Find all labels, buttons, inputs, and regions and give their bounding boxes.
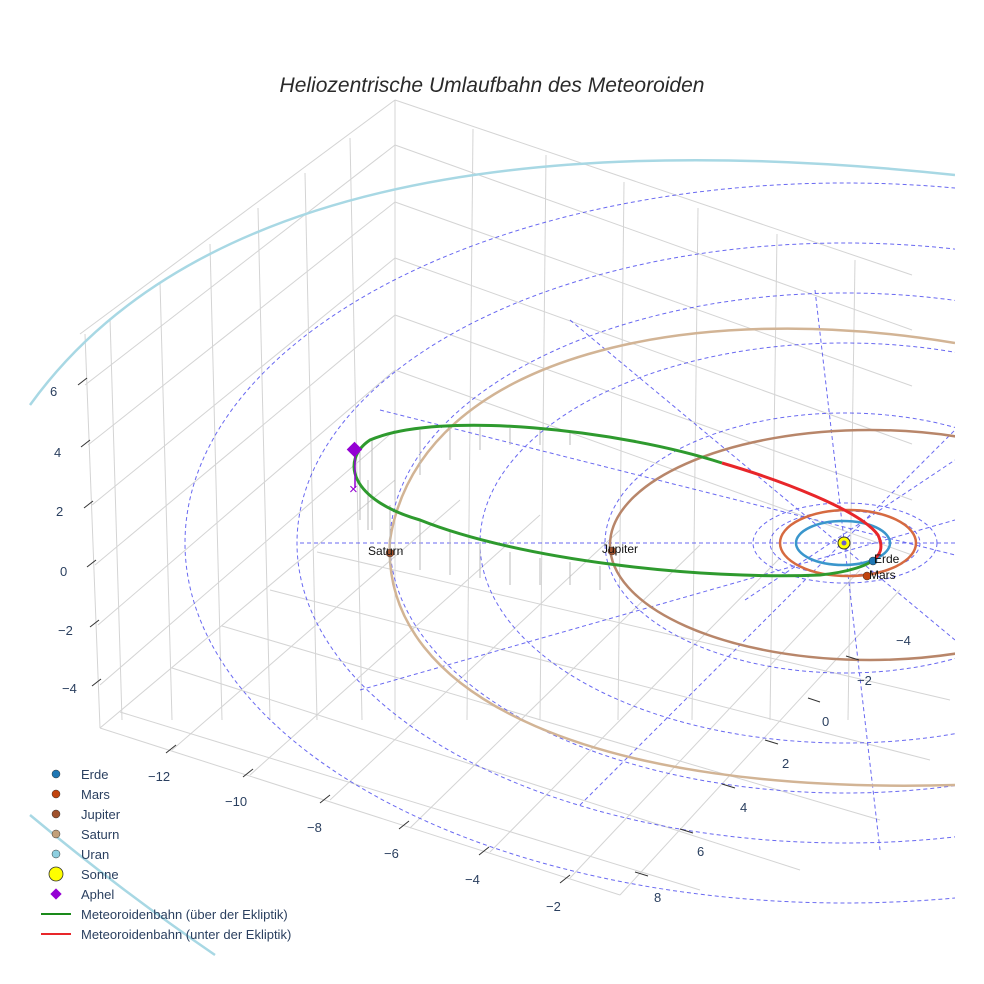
circle-icon [36,824,78,844]
meteoroid-orbit-below [721,461,883,562]
circle-icon [36,764,78,784]
x-axis: −12 −10 −8 −6 −4 −2 [148,744,571,914]
y-tick: −4 [896,633,911,648]
left-wall-grid [79,99,396,729]
earth-orbit [794,519,892,567]
earth-marker[interactable] [868,556,878,566]
legend-item-uran[interactable]: Uran [36,844,291,864]
y-axis: −4 −2 0 2 4 6 8 [634,633,911,905]
y-tick: 4 [740,800,747,815]
mars-orbit [778,508,918,578]
z-tick: 0 [60,564,67,579]
y-tick: 8 [654,890,661,905]
x-tick: −8 [307,820,322,835]
y-tick: 6 [697,844,704,859]
sun-icon [36,864,78,884]
line-icon [36,924,78,944]
line-icon [36,904,78,924]
aphel-projection-marker: × [349,481,358,498]
legend-item-jupiter[interactable]: Jupiter [36,804,291,824]
back-wall-grid [394,99,913,721]
z-tick: 6 [50,384,57,399]
x-tick: −6 [384,846,399,861]
x-tick: −10 [225,794,247,809]
sun-core-icon [841,540,847,546]
z-axis: 6 4 2 0 −2 −4 [50,377,102,696]
circle-icon [36,844,78,864]
planet-label-saturn: Saturn [368,544,403,558]
floor-grid [99,479,951,896]
jupiter-marker[interactable] [607,546,617,556]
planet-label-mars: Mars [869,568,896,582]
x-tick: −4 [465,872,480,887]
z-tick: 4 [54,445,61,460]
legend-item-orbit-below[interactable]: Meteoroidenbahn (unter der Ekliptik) [36,924,291,944]
legend-item-erde[interactable]: Erde [36,764,291,784]
legend: Erde Mars Jupiter Saturn Uran Sonne Aphe… [36,764,291,944]
jupiter-orbit [608,428,955,662]
ecliptic-grid [184,182,955,904]
legend-item-aphel[interactable]: Aphel [36,884,291,904]
z-tick: −4 [62,681,77,696]
drop-lines [359,427,601,590]
planet-label-erde: Erde [874,552,900,566]
mars-marker[interactable] [862,571,872,581]
z-tick: 2 [56,504,63,519]
legend-item-sonne[interactable]: Sonne [36,864,291,884]
z-tick: −2 [58,623,73,638]
diamond-icon [36,884,78,904]
legend-item-mars[interactable]: Mars [36,784,291,804]
legend-item-orbit-above[interactable]: Meteoroidenbahn (über der Ekliptik) [36,904,291,924]
x-tick: −2 [546,899,561,914]
saturn-orbit [388,327,955,787]
legend-item-saturn[interactable]: Saturn [36,824,291,844]
planet-label-jupiter: Jupiter [602,542,638,556]
y-tick: 0 [822,714,829,729]
x-tick: −12 [148,769,170,784]
saturn-marker[interactable] [385,548,395,558]
chart-title: Heliozentrische Umlaufbahn des Meteoroid… [279,74,705,97]
circle-icon [36,784,78,804]
meteoroid-orbit-above [352,423,875,578]
y-tick: −2 [857,673,872,688]
uranus-orbit [28,159,955,406]
y-tick: 2 [782,756,789,771]
circle-icon [36,804,78,824]
